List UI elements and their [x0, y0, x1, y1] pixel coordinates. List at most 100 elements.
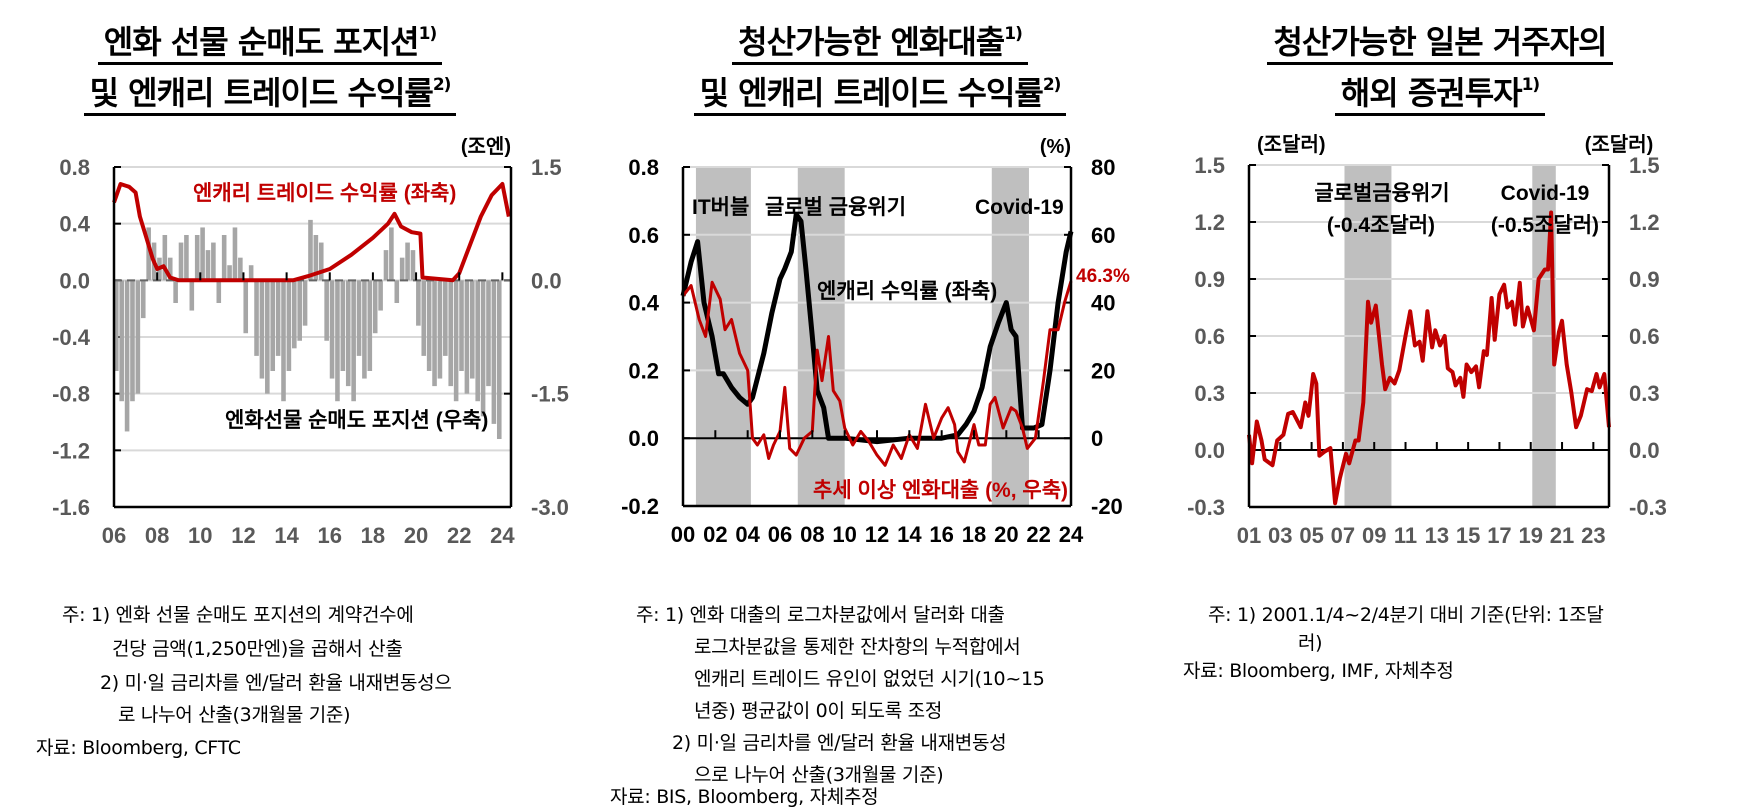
chart1-y-tick-label-left: 0.4	[59, 212, 90, 237]
chart2-y-tick-label-right: 80	[1091, 155, 1115, 180]
chart1-area-bar	[410, 250, 416, 281]
chart1-area-bar	[470, 280, 475, 379]
chart2-label-carry-return: 엔캐리 수익률 (좌축)	[817, 280, 997, 303]
chart1-title: 엔화 선물 순매도 포지션1) 및 엔캐리 트레이드 수익률2)	[40, 14, 500, 116]
chart3-y-tick-label-left: 0.0	[1194, 438, 1225, 463]
chart2-y-tick-label-left: -0.2	[621, 494, 659, 519]
chart1-area-bar	[114, 280, 119, 371]
chart2-title: 청산가능한 엔화대출1) 및 엔캐리 트레이드 수익률2)	[640, 14, 1120, 116]
chart1-area-bar	[335, 280, 340, 402]
chart1-y-tick-label-left: -0.4	[52, 325, 91, 350]
chart1-area-bar	[448, 280, 454, 387]
chart3-x-tick-label: 09	[1362, 523, 1386, 548]
chart1-x-tick-label: 20	[404, 523, 428, 548]
chart3-label-covid-amount: (-0.5조달러)	[1491, 214, 1599, 237]
chart2-shaded-period	[991, 167, 1029, 506]
chart1-area-bar	[173, 280, 178, 303]
chart1-area-bar	[119, 280, 124, 402]
chart3-series-line-1	[1247, 210, 1611, 506]
chart1-note-2: 건당 금액(1,250만엔)을 곱해서 산출	[112, 638, 403, 660]
chart1-area-bar	[184, 235, 189, 281]
chart1-area-bar	[356, 280, 362, 356]
chart1-area-bar	[124, 280, 130, 432]
chart1-x-tick-label: 14	[274, 523, 299, 548]
chart1-area-bar	[254, 280, 259, 356]
chart1-area-bar	[437, 280, 443, 379]
chart1-area-bar	[259, 280, 265, 379]
chart3-label-gfc-amount: (-0.4조달러)	[1327, 214, 1435, 237]
chart1-area-bar	[194, 235, 200, 281]
chart3-x-tick-label: 07	[1331, 523, 1355, 548]
chart1-area-bar	[475, 280, 480, 402]
chart1-area-bar	[275, 280, 281, 356]
chart1-area-bar	[205, 250, 211, 281]
chart1-area-bar	[324, 280, 329, 341]
chart2-x-tick-label: 20	[994, 522, 1018, 547]
chart1-x-tick-label: 06	[102, 523, 126, 548]
chart1-area-bar	[238, 257, 243, 281]
chart3-y-tick-label-right: 0.0	[1629, 438, 1660, 463]
chart2-source: 자료: BIS, Bloomberg, 자체추정	[610, 786, 879, 808]
chart1-area-bar	[426, 280, 432, 371]
chart1-x-tick-label: 24	[490, 523, 515, 548]
chart1-area-bar	[421, 280, 427, 356]
chart3-y-tick-label-right: 1.5	[1629, 153, 1660, 178]
chart1-y-tick-label-left: -0.8	[52, 382, 90, 407]
chart1-series-line-1	[112, 182, 511, 283]
chart2-y-tick-label-left: 0.0	[628, 426, 659, 451]
chart1-area-bar	[265, 280, 270, 394]
chart1-y-tick-label-right: -1.5	[531, 382, 569, 407]
chart2-note-1: 주: 1) 엔화 대출의 로그차분값에서 달러화 대출	[636, 604, 1005, 626]
chart3-y-tick-label-left: 0.3	[1194, 381, 1225, 406]
chart3-x-tick-label: 15	[1456, 523, 1480, 548]
chart1-area-bar	[146, 227, 151, 281]
chart2-x-tick-label: 24	[1059, 522, 1084, 547]
chart2-y-tick-label-left: 0.6	[628, 223, 659, 248]
chart1-area-bar	[318, 242, 324, 281]
chart3-y-tick-label-right: 0.3	[1629, 381, 1660, 406]
chart3-x-tick-label: 03	[1268, 523, 1292, 548]
chart1-y-tick-label-left: -1.6	[52, 495, 90, 520]
chart3-x-tick-label: 17	[1487, 523, 1511, 548]
chart3-y-tick-label-left: 1.2	[1194, 210, 1225, 235]
chart1-area-bar	[243, 280, 249, 334]
chart1-y-tick-label-left: -1.2	[52, 438, 90, 463]
chart1-area-bar	[496, 280, 502, 439]
chart1-area-bar	[162, 235, 168, 281]
chart3-label-covid: Covid-19	[1501, 182, 1590, 205]
chart2-label-it-bubble: IT버블	[692, 196, 749, 219]
chart1-area-bar	[232, 227, 238, 281]
chart1-x-tick-label: 16	[318, 523, 342, 548]
chart2-y-tick-label-left: 0.4	[628, 291, 659, 316]
chart2-y-tick-label-left: 0.8	[628, 155, 659, 180]
chart1-area-bar	[443, 280, 448, 356]
chart3-x-tick-label: 13	[1425, 523, 1449, 548]
chart1-area-bar	[367, 280, 373, 371]
chart3-note-1: 주: 1) 2001.1/4~2/4분기 대비 기준(단위: 1조달	[1208, 604, 1604, 626]
chart2-note-4: 년중) 평균값이 0이 되도록 조정	[694, 700, 943, 722]
chart1-area-bar	[378, 280, 383, 311]
chart2-x-tick-label: 02	[703, 522, 727, 547]
chart1-area-bar	[313, 235, 319, 281]
chart1-area-bar	[216, 280, 222, 303]
chart3-unit-right: (조달러)	[1585, 133, 1654, 156]
chart2-shaded-period	[797, 167, 845, 506]
chart2-y-tick-label-left: 0.2	[628, 358, 659, 383]
chart2-x-tick-label: 06	[768, 522, 792, 547]
chart1-area-bar	[340, 280, 346, 371]
chart3-y-tick-label-right: 1.2	[1629, 210, 1660, 235]
chart3-x-tick-label: 05	[1299, 523, 1323, 548]
chart1-area-bar	[189, 280, 195, 311]
chart1-area-bar	[297, 280, 302, 341]
chart3-y-tick-label-left: 0.6	[1194, 324, 1225, 349]
chart1-note-3: 2) 미·일 금리차를 엔/달러 환율 내재변동성으	[100, 672, 452, 694]
chart1-area-bar	[464, 280, 470, 394]
chart1-area-bar	[329, 280, 335, 379]
chart1-area-bar	[480, 280, 486, 417]
chart1-area-bar	[345, 280, 351, 387]
chart3-x-tick-label: 21	[1550, 523, 1574, 548]
chart1-y-tick-label-left: 0.0	[59, 268, 90, 293]
chart1-area-bar	[221, 235, 227, 281]
chart3-unit-left: (조달러)	[1257, 133, 1326, 156]
chart2-x-tick-label: 22	[1026, 522, 1050, 547]
